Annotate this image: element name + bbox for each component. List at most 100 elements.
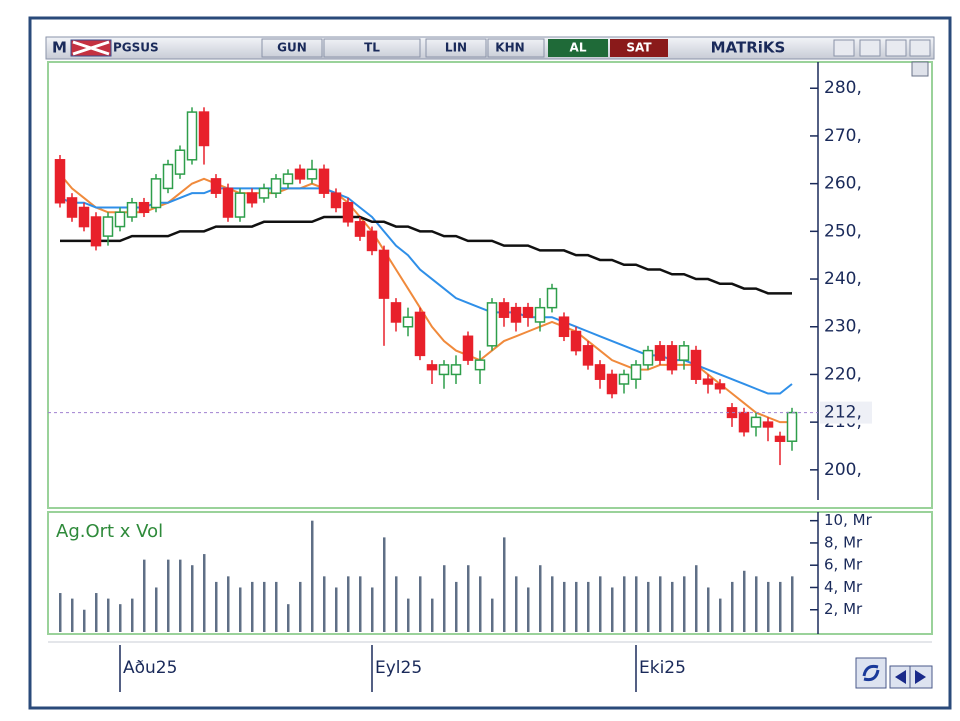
candle-body: [714, 383, 726, 390]
candle-body: [210, 178, 222, 194]
volume-bar: [467, 565, 470, 632]
current-price-label: 212,: [824, 403, 862, 423]
symbol[interactable]: PGSUS: [113, 41, 159, 55]
volume-bar: [779, 581, 782, 632]
volume-bar: [119, 604, 122, 632]
volume-bar: [251, 581, 254, 632]
candle-body: [654, 345, 666, 361]
volume-bar: [719, 598, 722, 632]
y-tick-label: 8, Mr: [824, 533, 863, 551]
y-tick-label: 230,: [824, 317, 862, 337]
volume-bar: [335, 587, 338, 632]
candle-body: [246, 192, 258, 204]
brand[interactable]: MATRiKS: [711, 39, 786, 57]
volume-bar: [611, 587, 614, 632]
y-tick-label: 6, Mr: [824, 556, 863, 574]
candle-body: [606, 373, 618, 395]
candle-body: [162, 163, 174, 190]
candle-body: [786, 411, 798, 442]
arrow-icon: [915, 670, 926, 684]
candle-body: [738, 411, 750, 433]
candle-body: [510, 306, 522, 323]
volume-bar: [83, 609, 86, 632]
scale-button[interactable]: LIN: [445, 41, 467, 55]
volume-bar: [707, 587, 710, 632]
mode[interactable]: M: [52, 39, 67, 57]
candle-body: [582, 345, 594, 366]
candle-body: [318, 168, 330, 194]
window-button[interactable]: [859, 39, 881, 57]
volume-bar: [155, 587, 158, 632]
volume-bar: [59, 593, 62, 632]
candle-body: [762, 421, 774, 428]
y-tick-label: 280,: [824, 78, 862, 98]
button: [425, 38, 487, 58]
candle-body: [678, 345, 690, 361]
y-tick-label: 250,: [824, 221, 862, 241]
refresh-button[interactable]: [855, 657, 887, 689]
candle-body: [414, 311, 426, 357]
current-price-box: [820, 401, 872, 424]
sell-bg: [610, 39, 668, 57]
volume-bar: [623, 576, 626, 632]
candle-body: [666, 345, 678, 371]
x-tick-label: Eki25: [639, 658, 686, 678]
candle-body: [294, 168, 306, 180]
volume-bar: [323, 576, 326, 632]
volume-bar: [587, 581, 590, 632]
candle-body: [594, 364, 606, 380]
candle-body: [402, 316, 414, 328]
button: [261, 38, 323, 58]
button: [323, 38, 421, 58]
volume-panel: [47, 511, 933, 635]
buy-button[interactable]: AL: [570, 41, 587, 55]
volume-bar: [179, 559, 182, 632]
candle-body: [54, 159, 66, 204]
refresh-icon: [862, 664, 880, 682]
candle-body: [330, 192, 342, 209]
candle-body: [258, 187, 270, 199]
currency-button[interactable]: TL: [364, 41, 380, 55]
window-button[interactable]: [833, 39, 855, 57]
volume-bar: [695, 565, 698, 632]
volume-bar: [551, 576, 554, 632]
volume-bar: [287, 604, 290, 632]
volume-bar: [71, 598, 74, 632]
volume-bar: [347, 576, 350, 632]
volume-bar: [107, 598, 110, 632]
candle-body: [702, 378, 714, 385]
volume-bar: [731, 581, 734, 632]
candle-body: [102, 216, 114, 237]
candle-body: [306, 168, 318, 180]
candle-body: [186, 111, 198, 161]
volume-bar: [443, 565, 446, 632]
candle-body: [546, 287, 558, 309]
style-button[interactable]: KHN: [495, 41, 524, 55]
volume-bar: [743, 570, 746, 632]
volume-bar: [311, 520, 314, 632]
candle-body: [390, 302, 402, 323]
candle-body: [282, 173, 294, 185]
candle-body: [750, 416, 762, 428]
price-plot: [54, 107, 798, 466]
window-button[interactable]: [885, 39, 907, 57]
y-tick-label: 270,: [824, 126, 862, 146]
volume-bar: [143, 559, 146, 632]
panel-button[interactable]: [911, 61, 929, 77]
volume-bar: [239, 587, 242, 632]
candle-body: [366, 230, 378, 252]
candle-body: [690, 349, 702, 380]
x-tick-label: Aðu25: [123, 658, 177, 678]
arrow-icon: [895, 670, 906, 684]
period-button[interactable]: GUN: [277, 41, 307, 55]
candle-body: [174, 149, 186, 175]
candle-body: [498, 302, 510, 318]
price-panel: [47, 61, 933, 509]
sell-button[interactable]: SAT: [626, 41, 652, 55]
window-button[interactable]: [909, 39, 931, 57]
candle-body: [558, 316, 570, 338]
candle-body: [642, 349, 654, 366]
y-tick-label: 2, Mr: [824, 600, 863, 618]
y-tick-label: 260,: [824, 174, 862, 194]
